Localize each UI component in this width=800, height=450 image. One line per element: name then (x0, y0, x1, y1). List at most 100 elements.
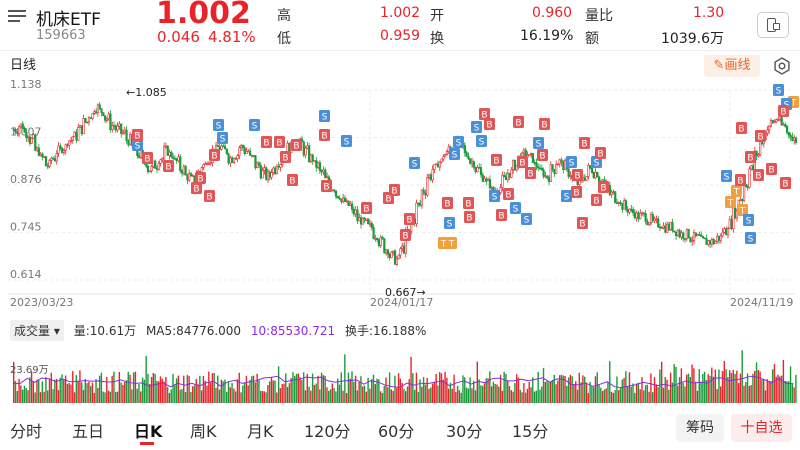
trade-marker[interactable] (566, 156, 577, 168)
trade-marker[interactable] (561, 190, 572, 202)
trade-marker[interactable] (571, 186, 582, 198)
chips-button[interactable]: 筹码 (676, 414, 724, 442)
trade-marker[interactable] (446, 237, 457, 249)
tab-intraday[interactable]: 分时 (10, 422, 43, 441)
trade-marker[interactable] (737, 204, 748, 216)
trade-marker[interactable] (572, 169, 583, 181)
menu-icon[interactable] (8, 8, 26, 22)
trade-marker[interactable] (773, 84, 784, 96)
trade-marker[interactable] (471, 121, 482, 133)
switch-view-button[interactable] (757, 12, 789, 38)
trade-marker[interactable] (163, 160, 174, 172)
trade-marker[interactable] (745, 151, 756, 163)
candle-body (342, 197, 345, 202)
trade-marker[interactable] (213, 119, 224, 131)
trade-marker[interactable] (209, 149, 220, 161)
tab-weekly-k[interactable]: 周K (190, 422, 217, 441)
trade-marker[interactable] (503, 188, 514, 200)
trade-marker[interactable] (444, 217, 455, 229)
trade-marker[interactable] (142, 152, 153, 164)
trade-marker[interactable] (479, 108, 490, 120)
trade-marker-label: B (406, 216, 412, 226)
trade-marker[interactable] (780, 177, 791, 189)
trade-marker[interactable] (513, 116, 524, 128)
trade-marker[interactable] (591, 194, 602, 206)
trade-marker[interactable] (577, 217, 588, 229)
tab-30min[interactable]: 30分 (446, 422, 483, 441)
trade-marker[interactable] (287, 174, 298, 186)
trade-marker[interactable] (400, 229, 411, 241)
tab-15min[interactable]: 15分 (512, 422, 549, 441)
trade-marker[interactable] (261, 136, 272, 148)
trade-marker[interactable] (191, 182, 202, 194)
candle-body (107, 113, 110, 120)
trade-marker[interactable] (274, 136, 285, 148)
trade-marker[interactable] (319, 110, 330, 122)
trade-marker[interactable] (217, 132, 228, 144)
volume-chart[interactable]: 23.69万 (0, 340, 800, 405)
candlestick-chart[interactable]: 1.1381.0070.8760.7450.6142023/03/232024/… (0, 80, 800, 310)
candle-body (109, 113, 112, 130)
trade-marker[interactable] (195, 172, 206, 184)
trade-marker[interactable] (463, 197, 474, 209)
trade-marker[interactable] (735, 174, 746, 186)
trade-marker[interactable] (778, 105, 789, 117)
trade-marker[interactable] (579, 137, 590, 149)
trade-marker[interactable] (745, 232, 756, 244)
add-watchlist-button[interactable]: 十自选 (731, 414, 792, 442)
trade-marker[interactable] (484, 118, 495, 130)
settings-icon[interactable] (773, 57, 791, 75)
trade-marker[interactable] (389, 184, 400, 196)
trade-marker[interactable] (753, 169, 764, 181)
trade-marker[interactable] (533, 137, 544, 149)
trade-marker[interactable] (525, 167, 536, 179)
tab-five-day[interactable]: 五日 (72, 422, 105, 441)
indicator-select[interactable]: 成交量 ▾ (10, 320, 64, 341)
trade-marker[interactable] (595, 147, 606, 159)
volume-bar (413, 389, 416, 403)
trade-marker[interactable] (204, 190, 215, 202)
trade-marker[interactable] (736, 122, 747, 134)
trade-marker[interactable] (321, 180, 332, 192)
tab-60min[interactable]: 60分 (378, 422, 415, 441)
candle-body (247, 150, 250, 153)
candle-body (726, 228, 730, 236)
trade-marker-label: S (569, 159, 575, 169)
trade-marker[interactable] (132, 139, 143, 151)
trade-marker[interactable] (755, 130, 766, 142)
trade-marker[interactable] (132, 129, 143, 141)
trade-marker[interactable] (409, 157, 420, 169)
candle-body (429, 174, 432, 181)
trade-marker[interactable] (319, 129, 330, 141)
trade-marker[interactable] (598, 181, 609, 193)
trade-marker[interactable] (476, 135, 487, 147)
trade-marker[interactable] (510, 202, 521, 214)
trade-marker[interactable] (721, 170, 732, 182)
trade-marker[interactable] (442, 197, 453, 209)
trade-marker[interactable] (291, 139, 302, 151)
trade-marker[interactable] (489, 190, 500, 202)
trade-marker[interactable] (491, 154, 502, 166)
trade-marker[interactable] (537, 149, 548, 161)
trade-marker[interactable] (725, 196, 736, 208)
trade-marker[interactable] (517, 156, 528, 168)
trade-marker[interactable] (249, 119, 260, 131)
trade-marker[interactable] (766, 163, 777, 175)
tab-monthly-k[interactable]: 月K (247, 422, 274, 441)
draw-line-button[interactable]: ✎画线 (704, 55, 760, 77)
tab-daily-k[interactable]: 日K (134, 422, 163, 441)
trade-marker[interactable] (453, 136, 464, 148)
trade-marker[interactable] (361, 202, 372, 214)
trade-marker[interactable] (449, 148, 460, 160)
trade-marker[interactable] (743, 214, 754, 226)
trade-marker-label: B (579, 220, 585, 230)
trade-marker[interactable] (341, 135, 352, 147)
trade-marker[interactable] (464, 211, 475, 223)
trade-marker[interactable] (521, 213, 532, 225)
tab-120min[interactable]: 120分 (304, 422, 351, 441)
trade-marker[interactable] (404, 213, 415, 225)
trade-marker[interactable] (731, 185, 742, 197)
trade-marker[interactable] (539, 118, 550, 130)
trade-marker[interactable] (280, 151, 291, 163)
trade-marker[interactable] (496, 209, 507, 221)
